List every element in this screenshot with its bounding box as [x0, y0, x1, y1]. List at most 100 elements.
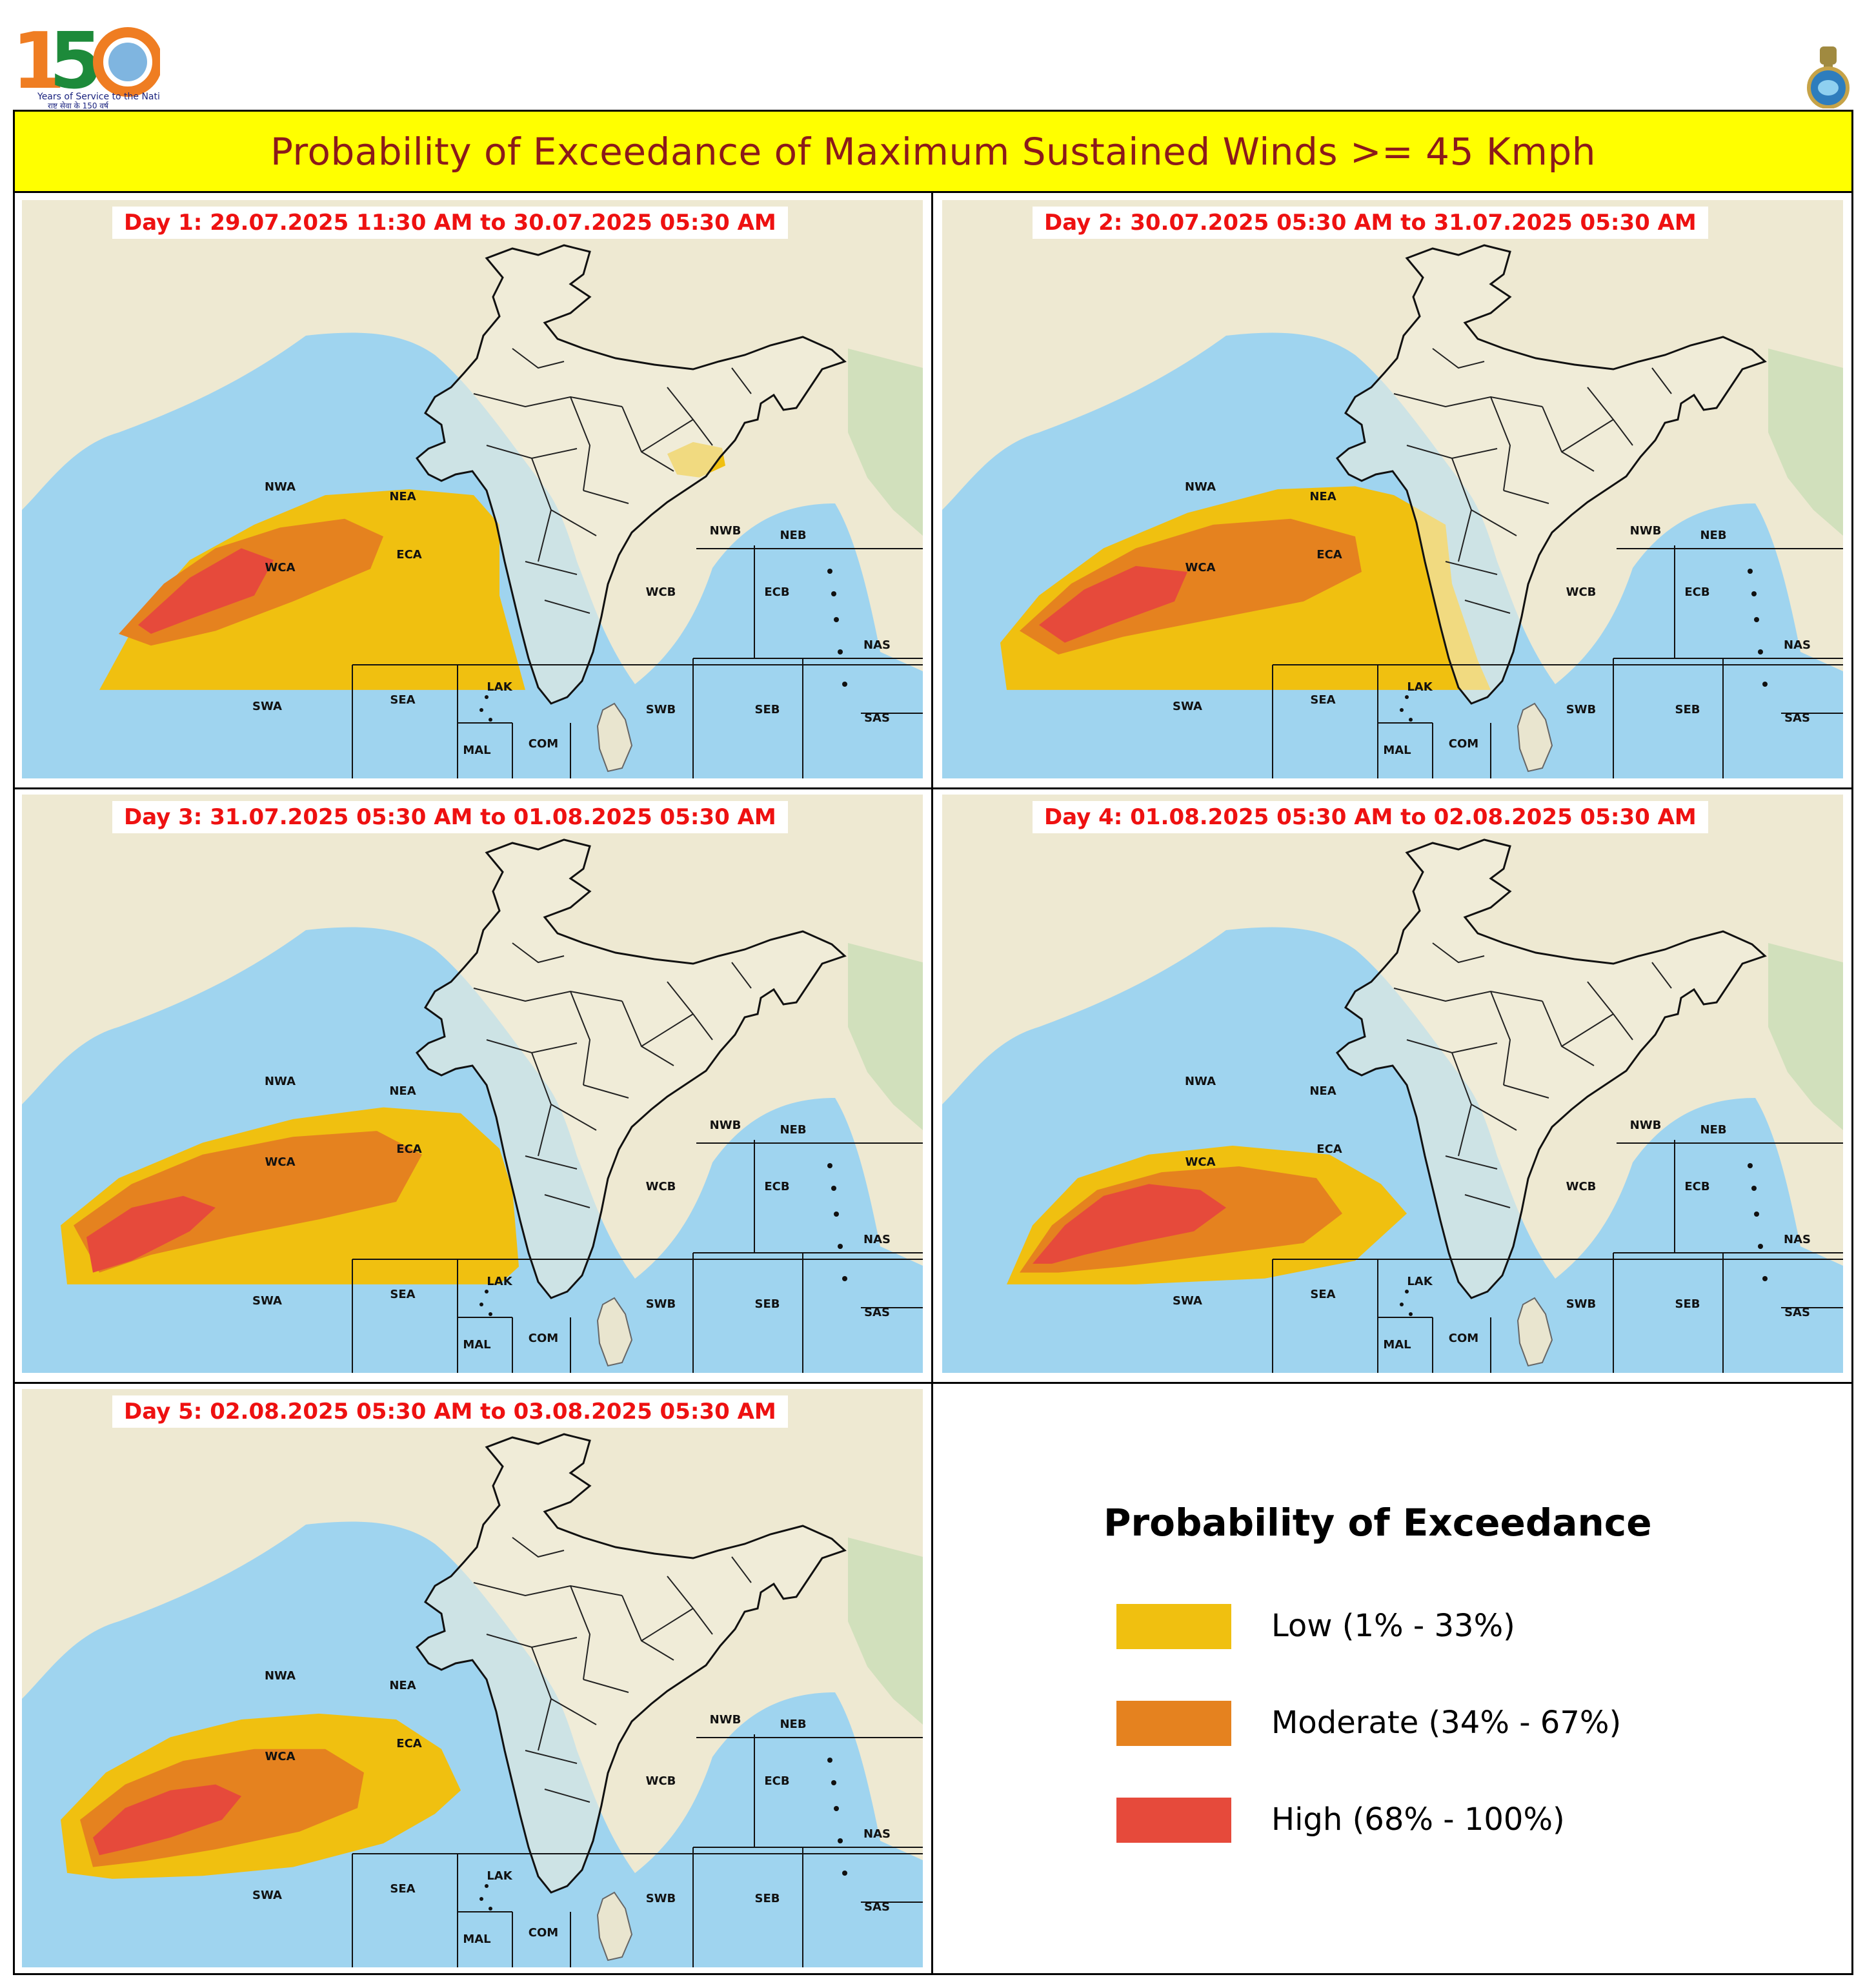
legend-label-high: High (68% - 100%) — [1271, 1801, 1565, 1838]
state-boundary — [1561, 419, 1614, 452]
sea-region-label: LAK — [487, 1275, 512, 1288]
map-panel-day-3: NWA NEA WCA ECA SWA SEA LAK MAL COM NWB NEB WCB ECB S… — [22, 795, 923, 1373]
state-boundary — [570, 1585, 591, 1680]
lakshadweep-island — [489, 1907, 492, 1911]
sri-lanka-outline — [596, 1891, 633, 1962]
myanmar-terrain — [1768, 943, 1843, 1130]
andaman-island — [1762, 1276, 1768, 1281]
andaman-island — [831, 591, 836, 596]
state-boundary — [525, 1750, 578, 1764]
zone-high — [86, 1195, 216, 1273]
andaman-island — [1758, 649, 1763, 654]
sea-region-label: NEA — [1309, 490, 1336, 503]
sea-region-label: ECB — [764, 1774, 789, 1788]
legend-label-low: Low (1% - 33%) — [1271, 1608, 1515, 1644]
andaman-island — [838, 1244, 843, 1249]
andaman-island — [838, 1838, 843, 1843]
sea-region-label: SEB — [755, 1892, 780, 1905]
map-panel-day-4: NWA NEA WCA ECA SWA SEA LAK MAL COM NWB NEB WCB ECB S… — [942, 795, 1843, 1373]
myanmar-terrain — [848, 1537, 923, 1725]
state-boundary — [1561, 1013, 1614, 1047]
sea-region-label: SEA — [1310, 693, 1335, 707]
sea-region-label: SEB — [1675, 1297, 1700, 1311]
state-boundary — [583, 490, 629, 504]
sea-region-label: NWB — [710, 1713, 741, 1727]
sea-region-label: NWB — [710, 524, 741, 538]
sea-region-label: WCB — [646, 1180, 676, 1193]
state-boundary — [1490, 991, 1511, 1086]
andaman-island — [827, 569, 832, 574]
state-boundary — [1651, 367, 1672, 394]
legend: Probability of Exceedance Low (1% - 33%)… — [936, 1384, 1839, 1914]
myanmar-terrain — [1768, 349, 1843, 536]
andaman-island — [1754, 617, 1759, 622]
sea-region-label: NEA — [389, 1084, 416, 1098]
sea-region-label: SEB — [1675, 703, 1700, 716]
sea-region-label: NEB — [780, 1718, 806, 1731]
sea-region-label: SEA — [390, 693, 415, 707]
sea-region-label: NEB — [1700, 529, 1726, 542]
state-boundary — [570, 991, 591, 1086]
sea-region-label: WCB — [1566, 1180, 1597, 1193]
state-boundary — [583, 1084, 629, 1099]
legend-title: Probability of Exceedance — [1104, 1501, 1652, 1545]
lakshadweep-island — [485, 1290, 489, 1293]
sea-region-label: ECA — [396, 1142, 422, 1156]
sea-region-label: ECA — [1316, 1142, 1342, 1156]
sea-region-label: COM — [529, 1926, 558, 1940]
sea-region-label: SAS — [1784, 1306, 1810, 1319]
logo-tagline-hindi: राष्ट्र सेवा के 150 वर्ष — [48, 101, 109, 108]
sea-region-label: SEA — [390, 1882, 415, 1896]
state-boundary — [550, 509, 597, 536]
andaman-island — [827, 1163, 832, 1168]
sea-region-label: SWA — [252, 1294, 282, 1308]
zone-high — [1033, 1184, 1226, 1264]
sri-lanka-outline — [1517, 702, 1553, 773]
state-boundary — [641, 1013, 694, 1047]
sea-region-label: MAL — [463, 1338, 490, 1352]
sea-region-label: NEB — [780, 529, 806, 542]
india-outline — [415, 1433, 847, 1894]
sea-region-label: NWA — [265, 1075, 296, 1088]
andaman-island — [834, 617, 839, 622]
state-boundary — [473, 1582, 623, 1597]
state-boundary — [1503, 1084, 1549, 1099]
sea-region-label: NEB — [1700, 1123, 1726, 1137]
map-panel-day-5: NWA NEA WCA ECA SWA SEA LAK MAL COM NWB NEB WCB ECB S… — [22, 1389, 923, 1967]
sea-region-label: COM — [1449, 737, 1478, 751]
sea-region-label: SEB — [755, 1297, 780, 1311]
state-boundary — [731, 962, 752, 989]
legend-label-moderate: Moderate (34% - 67%) — [1271, 1705, 1622, 1741]
india-outline — [415, 244, 847, 705]
lakshadweep-island — [489, 718, 492, 722]
logo-tagline: Years of Service to the Nation — [37, 92, 160, 102]
imd-emblem-logo — [1800, 46, 1856, 109]
state-boundary — [1651, 962, 1672, 989]
probability-zones — [61, 1107, 519, 1284]
sea-region-label: WCA — [1185, 1155, 1216, 1169]
state-boundary — [512, 942, 565, 964]
sea-region-label: ECB — [1684, 585, 1709, 599]
sea-region-label: SEB — [755, 703, 780, 716]
sea-region-label: LAK — [1407, 1275, 1433, 1288]
lakshadweep-island — [479, 708, 483, 712]
state-boundary — [1445, 561, 1498, 575]
sea-region-label: MAL — [1383, 1338, 1411, 1352]
sea-region-label: NWB — [710, 1119, 741, 1132]
andaman-island — [1762, 682, 1768, 687]
lakshadweep-island — [485, 1884, 489, 1888]
sea-region-label: ECB — [764, 585, 789, 599]
day-label: Day 3: 31.07.2025 05:30 AM to 01.08.2025… — [112, 801, 788, 833]
andaman-island — [842, 682, 847, 687]
lakshadweep-island — [479, 1897, 483, 1901]
state-boundary — [550, 1698, 597, 1725]
sea-region-label: WCB — [646, 1774, 676, 1788]
india-outline — [415, 838, 847, 1299]
sea-region-label: SAS — [864, 711, 890, 725]
andaman-island — [834, 1806, 839, 1811]
sea-region-label: COM — [1449, 1332, 1478, 1345]
sea-region-label: MAL — [463, 744, 490, 757]
lakshadweep-island — [1409, 1312, 1413, 1316]
andaman-island — [1751, 1186, 1757, 1191]
state-boundary — [641, 419, 694, 452]
